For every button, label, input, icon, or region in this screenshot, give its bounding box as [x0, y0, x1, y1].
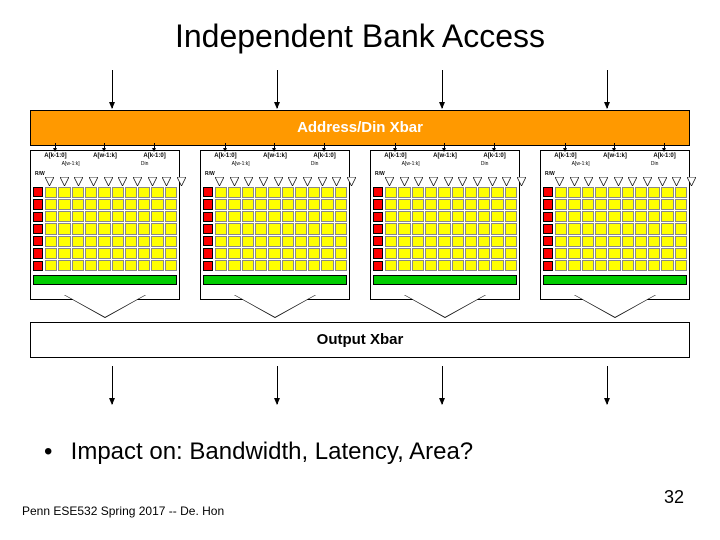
output-xbar: Output Xbar [30, 322, 690, 358]
bank-address-labels: A[k-1:0]A[w-1:k]A[k-1:0] [541, 153, 689, 159]
row-decoder-column [33, 187, 43, 271]
bullet-line: • Impact on: Bandwidth, Latency, Area? [44, 438, 680, 466]
row-decoder-column [373, 187, 383, 271]
bullet-dot: • [44, 438, 64, 466]
bank-sub-labels: A[w-1:k]Din [541, 161, 689, 167]
output-arrow [277, 366, 278, 404]
memory-bank: A[k-1:0]A[w-1:k]A[k-1:0] A[w-1:k]Din R/W [200, 150, 350, 300]
bullet-text: Impact on: Bandwidth, Latency, Area? [71, 438, 473, 465]
memory-bank: A[k-1:0]A[w-1:k]A[k-1:0] A[w-1:k]Din R/W [30, 150, 180, 300]
memory-bank: A[k-1:0]A[w-1:k]A[k-1:0] A[w-1:k]Din R/W [540, 150, 690, 300]
memory-cell-grid [385, 187, 517, 271]
row-decoder-column [203, 187, 213, 271]
rw-label: R/W [205, 171, 215, 177]
diagram-region: Address/Din Xbar A[k-1:0]A[w-1:k]A[k-1:0… [30, 110, 690, 358]
bank-address-labels: A[k-1:0]A[w-1:k]A[k-1:0] [201, 153, 349, 159]
bank-sub-labels: A[w-1:k]Din [201, 161, 349, 167]
memory-bank: A[k-1:0]A[w-1:k]A[k-1:0] A[w-1:k]Din R/W [370, 150, 520, 300]
memory-cell-grid [215, 187, 347, 271]
bank-sub-labels: A[w-1:k]Din [371, 161, 519, 167]
output-arrow [112, 366, 113, 404]
input-arrow [442, 70, 443, 108]
memory-cell-grid [45, 187, 177, 271]
output-mux-triangle [235, 295, 315, 317]
sense-amp-bar [203, 275, 347, 285]
input-arrow [112, 70, 113, 108]
rw-label: R/W [35, 171, 45, 177]
row-decoder-column [543, 187, 553, 271]
output-arrow [442, 366, 443, 404]
memory-banks-row: A[k-1:0]A[w-1:k]A[k-1:0]A[w-1:k]DinR/WA[… [30, 150, 690, 300]
bank-sub-labels: A[w-1:k]Din [31, 161, 179, 167]
rw-label: R/W [545, 171, 555, 177]
bank-address-labels: A[k-1:0]A[w-1:k]A[k-1:0] [31, 153, 179, 159]
sense-amp-bar [373, 275, 517, 285]
bank-address-labels: A[k-1:0]A[w-1:k]A[k-1:0] [371, 153, 519, 159]
output-mux-triangle [405, 295, 485, 317]
page-number: 32 [664, 487, 684, 508]
slide-title: Independent Bank Access [0, 0, 720, 55]
memory-cell-grid [555, 187, 687, 271]
output-mux-triangle [65, 295, 145, 317]
rw-label: R/W [375, 171, 385, 177]
input-arrows [30, 70, 690, 108]
output-arrow [607, 366, 608, 404]
output-mux-triangle [575, 295, 655, 317]
output-arrows [30, 366, 690, 404]
footer-text: Penn ESE532 Spring 2017 -- De. Hon [22, 504, 224, 518]
input-arrow [607, 70, 608, 108]
address-din-xbar: Address/Din Xbar [30, 110, 690, 146]
input-arrow [277, 70, 278, 108]
sense-amp-bar [543, 275, 687, 285]
sense-amp-bar [33, 275, 177, 285]
